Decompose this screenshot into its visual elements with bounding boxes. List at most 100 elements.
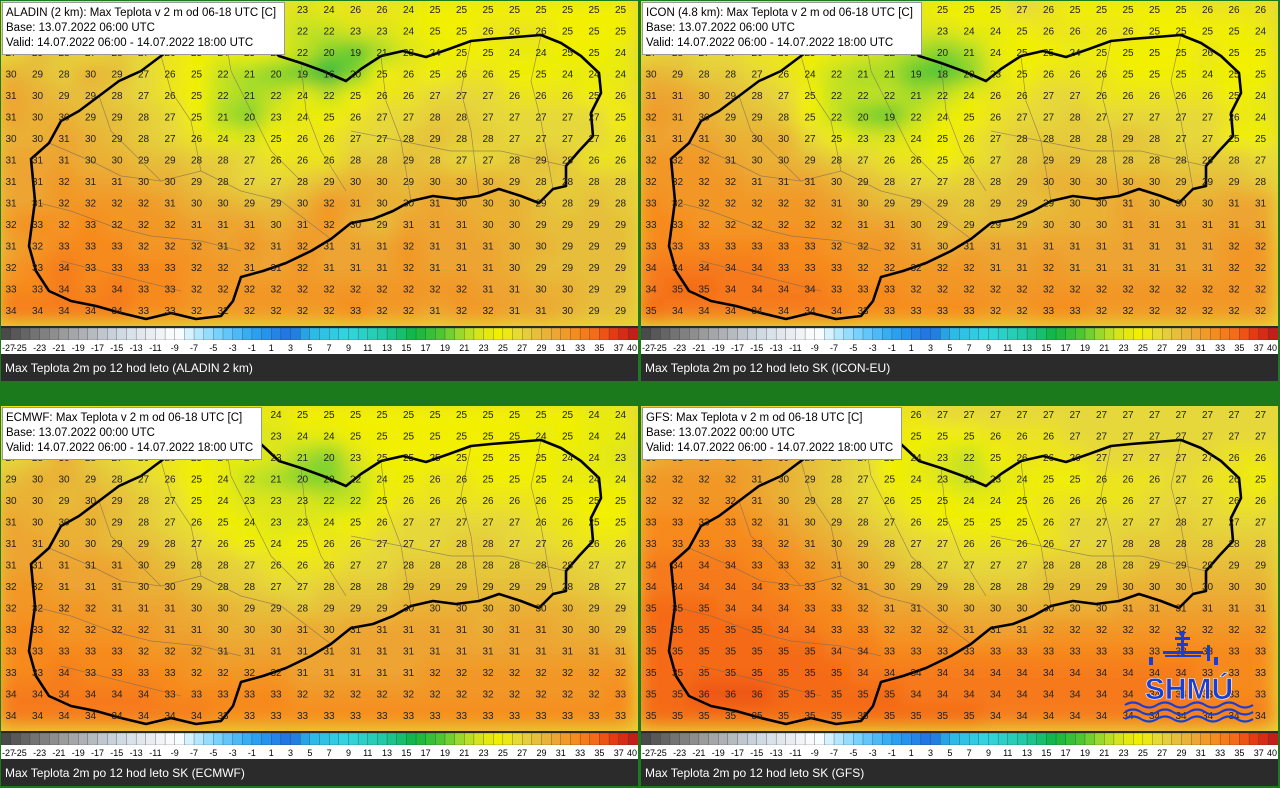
grid-value: 33 [778,561,790,572]
grid-value: 32 [1255,306,1267,317]
grid-value: 33 [58,647,70,658]
grid-value: 25 [588,48,600,59]
grid-value: 30 [1096,199,1108,210]
grid-value: 23 [615,453,627,464]
grid-value: 25 [509,5,521,16]
grid-value: 34 [857,668,869,679]
grid-value: 35 [725,625,737,636]
scale-tick-label: 23 [479,343,489,353]
grid-value: 34 [725,604,737,615]
grid-value: 32 [85,604,97,615]
grid-value: 27 [1122,432,1134,443]
scale-tick-label: -3 [869,748,877,758]
grid-value: 33 [804,242,816,253]
grid-value: 35 [831,711,843,722]
grid-value: 25 [482,475,494,486]
grid-value: 32 [191,263,203,274]
grid-value: 22 [963,475,975,486]
grid-value: 35 [645,668,657,679]
grid-value: 32 [138,625,150,636]
grid-value: 34 [672,561,684,572]
grid-value: 25 [963,432,975,443]
grid-value: 28 [725,70,737,81]
grid-value: 28 [1149,134,1161,145]
grid-value: 31 [270,242,282,253]
grid-value: 25 [588,91,600,102]
grid-value: 24 [963,91,975,102]
grid-value: 30 [1069,177,1081,188]
grid-value: 32 [32,582,44,593]
scale-tick-label: -27 [2,343,15,353]
grid-value: 33 [5,625,17,636]
grid-value: 32 [58,199,70,210]
grid-value: 25 [963,113,975,124]
grid-value: 31 [963,625,975,636]
grid-value: 27 [138,91,150,102]
grid-value: 25 [1122,5,1134,16]
logo-text: SHMÚ [1145,672,1233,706]
grid-value: 34 [804,306,816,317]
grid-value: 28 [1043,134,1055,145]
grid-value: 32 [884,263,896,274]
grid-value: 25 [990,518,1002,529]
grid-value: 26 [509,27,521,38]
grid-value: 25 [910,432,922,443]
scale-tick-label: 17 [421,343,431,353]
grid-value: 27 [1202,113,1214,124]
grid-value: 25 [804,91,816,102]
grid-value: 29 [963,220,975,231]
grid-value: 33 [1069,647,1081,658]
grid-value: 30 [588,625,600,636]
grid-value: 32 [645,113,657,124]
grid-value: 20 [270,70,282,81]
grid-value: 29 [1175,177,1187,188]
grid-value: 24 [217,475,229,486]
grid-value: 33 [32,647,44,658]
scale-tick-label: -25 [654,748,667,758]
grid-value: 32 [270,668,282,679]
grid-value: 34 [884,668,896,679]
grid-value: 28 [1069,134,1081,145]
grid-value: 28 [297,604,309,615]
grid-value: 32 [509,668,521,679]
grid-value: 31 [1122,263,1134,274]
grid-value: 25 [456,453,468,464]
grid-value: 34 [1149,711,1161,722]
grid-value: 24 [509,48,521,59]
grid-value: 34 [698,306,710,317]
grid-value: 25 [509,432,521,443]
grid-value: 29 [1202,561,1214,572]
grid-value: 32 [111,199,123,210]
grid-value: 28 [588,177,600,188]
scale-tick-label: -9 [811,748,819,758]
grid-value: 32 [857,604,869,615]
panel-icon: 25 25 24 24 24 23 23 23 23 24 24 25 25 25 27 26 25 25 25 25… [641,1,1278,381]
scale-tick-label: -25 [14,343,27,353]
grid-value: 26 [1228,496,1240,507]
grid-value: 29 [615,285,627,296]
grid-value: 27 [482,156,494,167]
map-gfs: 28 28 28 27 27 26 26 26 26 26 26 27 27 27 27 27 27 27 27 27… [641,406,1278,731]
grid-value: 34 [5,306,17,317]
grid-value: 20 [244,113,256,124]
grid-value: 31 [85,561,97,572]
grid-value: 22 [270,91,282,102]
scale-tick-label: 3 [288,748,293,758]
grid-value: 31 [1069,242,1081,253]
grid-value: 34 [1069,690,1081,701]
scale-tick-label: 37 [1254,343,1264,353]
grid-value: 25 [1016,27,1028,38]
grid-value: 20 [350,70,362,81]
grid-value: 26 [1228,453,1240,464]
grid-value: 32 [963,263,975,274]
grid-value: 32 [1043,285,1055,296]
grid-value: 26 [1122,496,1134,507]
grid-value: 34 [645,582,657,593]
grid-value: 24 [937,113,949,124]
grid-value: 29 [191,177,203,188]
grid-value: 33 [884,285,896,296]
panel-gfs: 28 28 28 27 27 26 26 26 26 26 26 27 27 27 27 27 27 27 27 27… [641,406,1278,786]
grid-value: 27 [910,539,922,550]
grid-value: 32 [990,306,1002,317]
grid-value: 33 [350,306,362,317]
